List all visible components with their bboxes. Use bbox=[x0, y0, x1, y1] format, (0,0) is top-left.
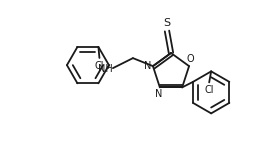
Text: Cl: Cl bbox=[204, 85, 214, 95]
Text: N: N bbox=[155, 89, 162, 99]
Text: Cl: Cl bbox=[95, 61, 104, 71]
Text: NH: NH bbox=[98, 64, 113, 74]
Text: S: S bbox=[164, 18, 171, 28]
Text: O: O bbox=[186, 54, 194, 64]
Text: N: N bbox=[144, 61, 151, 71]
